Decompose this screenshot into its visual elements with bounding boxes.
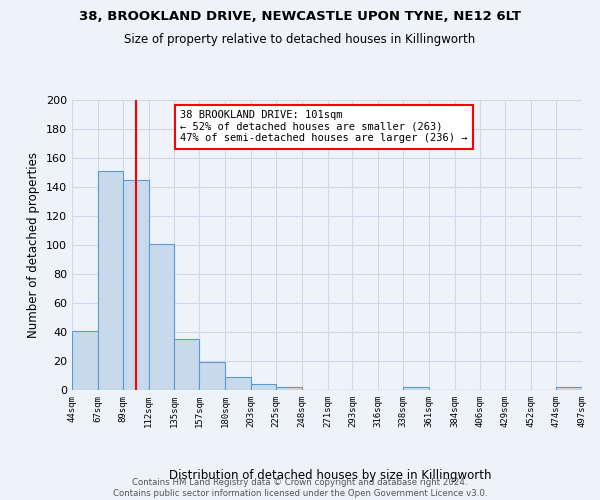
Bar: [149, 244, 175, 390]
Bar: [276, 387, 302, 390]
Bar: [225, 377, 251, 390]
Bar: [556, 387, 582, 390]
Text: 38 BROOKLAND DRIVE: 101sqm
← 52% of detached houses are smaller (263)
47% of sem: 38 BROOKLAND DRIVE: 101sqm ← 52% of deta…: [180, 110, 467, 144]
Text: Distribution of detached houses by size in Killingworth: Distribution of detached houses by size …: [169, 470, 491, 482]
Text: Size of property relative to detached houses in Killingworth: Size of property relative to detached ho…: [124, 32, 476, 46]
Bar: [122, 180, 149, 390]
Text: Contains HM Land Registry data © Crown copyright and database right 2024.
Contai: Contains HM Land Registry data © Crown c…: [113, 478, 487, 498]
Bar: [251, 384, 276, 390]
Bar: [175, 339, 199, 390]
Bar: [403, 387, 429, 390]
Bar: [199, 362, 225, 390]
Bar: [98, 171, 122, 390]
Y-axis label: Number of detached properties: Number of detached properties: [28, 152, 40, 338]
Text: 38, BROOKLAND DRIVE, NEWCASTLE UPON TYNE, NE12 6LT: 38, BROOKLAND DRIVE, NEWCASTLE UPON TYNE…: [79, 10, 521, 23]
Bar: [72, 330, 98, 390]
